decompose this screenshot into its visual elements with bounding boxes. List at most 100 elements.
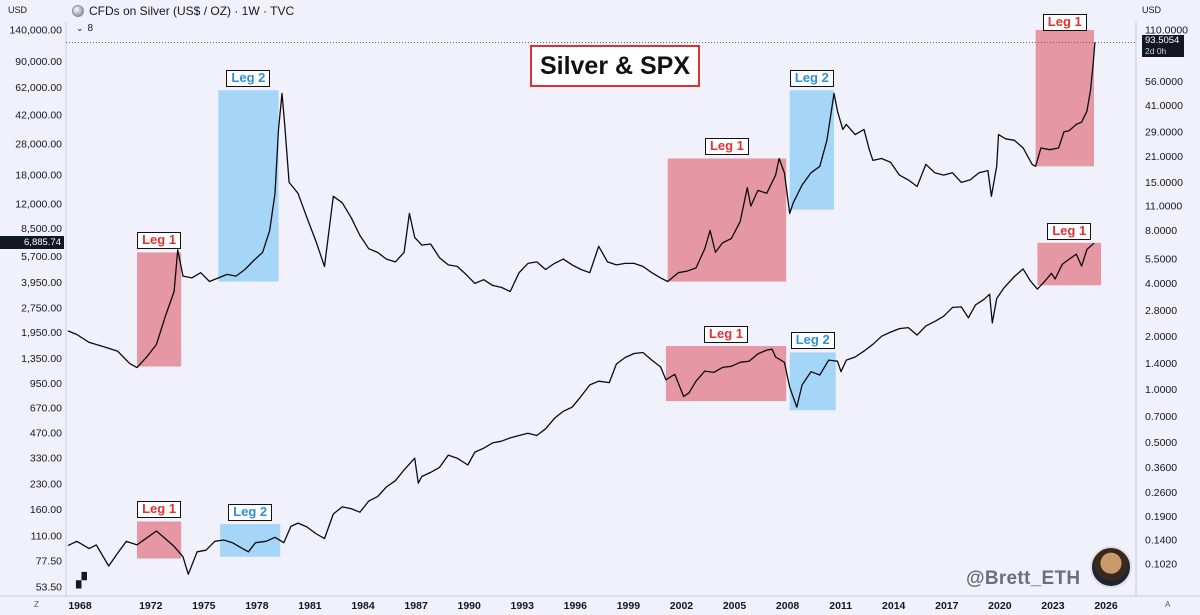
right-tick-label-10: 2.8000 [1145,305,1177,317]
x-tick-label-11: 2002 [670,600,694,612]
left-tick-label-3: 42,000.00 [15,110,62,122]
right-tick-label-14: 0.7000 [1145,411,1177,423]
right-axis-currency: USD [1142,5,1162,15]
legend-toggle[interactable]: ⌄ 8 [76,23,93,34]
chart-title: Silver & SPX [530,45,700,87]
x-tick-label-3: 1978 [245,600,269,612]
x-tick-label-14: 2011 [829,600,852,612]
leg-box-9 [789,352,836,411]
x-tick-label-9: 1996 [564,600,588,612]
x-tick-label-16: 2017 [935,600,959,612]
right-tick-label-8: 5.5000 [1145,254,1177,266]
leg-label-1: Leg 1 [137,232,182,250]
leg-label-10: Leg 1 [1047,222,1092,240]
author-avatar [1090,546,1132,588]
left-tick-label-19: 110.00 [31,530,62,542]
last-price-value: 93.5054 [1145,35,1180,46]
x-tick-label-7: 1990 [457,600,481,612]
silver-price-line [67,42,1096,369]
leg-label-7: Leg 2 [228,504,273,522]
leg-box-3 [667,158,787,282]
left-tick-label-5: 18,000.00 [15,170,62,182]
leg-label-2: Leg 2 [226,70,271,88]
right-tick-label-4: 21.0000 [1145,151,1183,163]
leg-box-7 [220,524,281,557]
left-tick-label-2: 62,000.00 [15,82,62,94]
left-tick-label-1: 90,000.00 [15,56,62,68]
x-tick-label-4: 1981 [298,600,322,612]
symbol-info[interactable]: CFDs on Silver (US$ / OZ) · 1W · TVC [72,4,294,18]
bar-countdown: 2d 0h [1145,46,1167,56]
left-tick-label-0: 140,000.00 [9,25,62,37]
leg-box-1 [136,252,182,367]
legend-count: 8 [87,23,94,34]
left-axis-panel [0,0,66,615]
left-tick-label-6: 12,000.00 [15,198,62,210]
right-tick-label-12: 1.4000 [1145,358,1177,370]
left-tick-label-11: 1,950.00 [21,327,62,339]
x-tick-label-18: 2023 [1041,600,1065,612]
left-tick-label-7: 8,500.00 [21,223,62,235]
right-axis-panel [1136,0,1200,615]
x-tick-label-19: 2026 [1094,600,1118,612]
leg-box-4 [789,90,834,210]
x-tick-label-17: 2020 [988,600,1012,612]
right-tick-label-5: 15.0000 [1145,177,1183,189]
right-tick-label-19: 0.1400 [1145,534,1177,546]
chart-header: USD CFDs on Silver (US$ / OZ) · 1W · TVC… [0,0,1200,22]
right-tick-label-2: 41.0000 [1145,100,1183,112]
auto-scale-left[interactable]: Z [34,600,39,609]
x-tick-label-1: 1972 [139,600,163,612]
left-tick-label-9: 3,950.00 [21,277,62,289]
leg-box-8 [665,346,787,402]
symbol-title[interactable]: CFDs on Silver (US$ / OZ) · 1W · TVC [89,4,295,18]
left-tick-label-14: 670.00 [30,403,62,415]
left-tick-label-15: 470.00 [30,428,62,440]
spx-price-line [67,242,1095,575]
left-tick-label-20: 77.50 [36,555,62,567]
spx-price-badge: 6,885.74 [0,236,64,249]
right-tick-label-7: 8.0000 [1145,225,1177,237]
x-tick-label-6: 1987 [404,600,428,612]
auto-scale-right[interactable]: A [1165,600,1171,609]
left-tick-label-13: 950.00 [30,378,62,390]
right-tick-label-9: 4.0000 [1145,278,1177,290]
leg-box-5 [1035,30,1094,167]
left-tick-label-12: 1,350.00 [21,353,62,365]
right-tick-label-0: 110.0000 [1145,25,1188,37]
x-tick-label-15: 2014 [882,600,906,612]
tradingview-logo-icon[interactable]: ▞ [76,572,87,588]
left-axis-currency: USD [8,5,28,15]
leg-label-8: Leg 1 [704,326,749,344]
author-watermark: @Brett_ETH [966,568,1081,589]
right-tick-label-18: 0.1900 [1145,511,1177,523]
x-tick-label-13: 2008 [776,600,800,612]
left-tick-label-10: 2,750.00 [21,303,62,315]
x-tick-label-2: 1975 [192,600,216,612]
silver-icon [72,5,84,17]
left-tick-label-17: 230.00 [30,478,62,490]
x-tick-label-12: 2005 [723,600,747,612]
right-tick-label-17: 0.2600 [1145,487,1177,499]
right-tick-label-11: 2.0000 [1145,331,1177,343]
right-tick-label-16: 0.3600 [1145,462,1177,474]
left-tick-label-21: 53.50 [36,582,62,594]
x-tick-label-5: 1984 [351,600,375,612]
leg-label-4: Leg 2 [789,70,834,88]
left-tick-label-8: 5,700.00 [21,251,62,263]
x-tick-label-10: 1999 [617,600,641,612]
x-tick-label-0: 1968 [68,600,92,612]
chevron-down-icon: ⌄ [76,23,84,33]
leg-label-9: Leg 2 [790,332,835,350]
leg-label-3: Leg 1 [704,138,749,156]
x-tick-label-8: 1993 [511,600,535,612]
right-tick-label-1: 56.0000 [1145,76,1183,88]
right-tick-label-13: 1.0000 [1145,384,1177,396]
right-tick-label-6: 11.0000 [1145,201,1182,213]
right-tick-label-3: 29.0000 [1145,126,1183,138]
right-tick-label-20: 0.1020 [1145,559,1177,571]
left-tick-label-4: 28,000.00 [15,138,62,150]
leg-box-2 [218,90,279,282]
